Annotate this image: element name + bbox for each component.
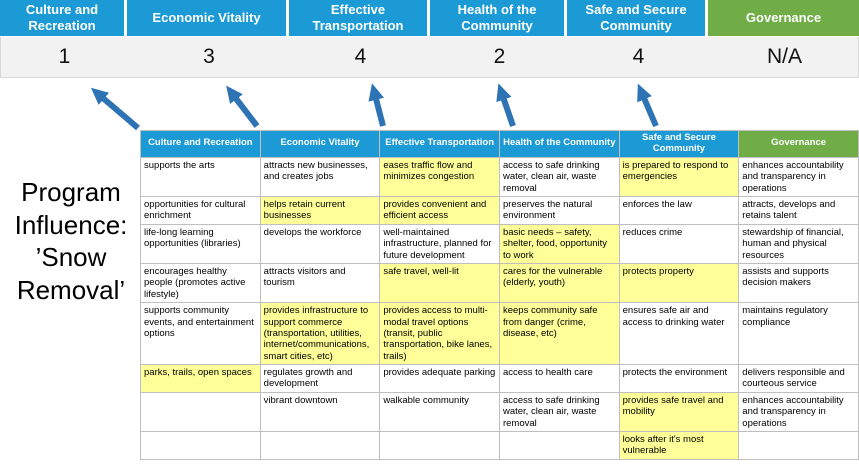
matrix-cell: delivers responsible and courteous servi… xyxy=(738,364,859,393)
matrix-cell: keeps community safe from danger (crime,… xyxy=(498,302,620,366)
matrix-cell: supports community events, and entertain… xyxy=(140,302,261,366)
matrix-cell: preserves the natural environment xyxy=(498,196,620,225)
matrix-cell: ensures safe air and access to drinking … xyxy=(618,302,740,366)
matrix-row: encourages healthy people (promotes acti… xyxy=(140,262,859,304)
matrix-row: looks after it's most vulnerable xyxy=(140,431,859,460)
matrix-cell: walkable community xyxy=(379,391,500,433)
program-title: Program Influence: ’Snow Removal’ xyxy=(14,177,128,305)
pillar-header-label: Health of the Community xyxy=(457,2,537,33)
pillar-score: 4 xyxy=(354,45,367,68)
matrix-cell: provides adequate parking xyxy=(379,364,500,393)
matrix-cell xyxy=(140,391,261,433)
influence-matrix: Culture and Recreation Economic Vitality E… xyxy=(140,130,859,460)
matrix-cell xyxy=(140,431,261,460)
matrix-cell xyxy=(259,431,381,460)
matrix-column-header: Governance xyxy=(738,130,859,158)
pillar-header: Health of the Community xyxy=(430,0,567,37)
matrix-cell: stewardship of financial, human and phys… xyxy=(738,223,859,264)
up-arrow-icon xyxy=(637,83,659,128)
pillar-score: 2 xyxy=(493,45,506,68)
matrix-cell: enhances accountability and transparency… xyxy=(738,156,859,198)
matrix-cell: access to safe drinking water, clean air… xyxy=(498,156,620,198)
up-arrow-icon xyxy=(90,87,140,131)
matrix-column-header: Health of the Community xyxy=(498,130,620,158)
matrix-cell: helps retain current businesses xyxy=(259,196,381,225)
matrix-cell: encourages healthy people (promotes acti… xyxy=(140,262,261,304)
matrix-cell xyxy=(379,431,500,460)
matrix-cell: regulates growth and development xyxy=(259,364,381,393)
matrix-cell: access to safe drinking water, clean air… xyxy=(498,391,620,433)
matrix-cell xyxy=(498,431,620,460)
matrix-cell: attracts visitors and tourism xyxy=(259,262,381,304)
matrix-cell: eases traffic flow and minimizes congest… xyxy=(379,156,500,198)
pillar-score: N/A xyxy=(766,45,802,68)
matrix-cell: access to health care xyxy=(498,364,620,393)
matrix-cell: attracts, develops and retains talent xyxy=(738,196,859,225)
matrix-row: opportunities for cultural enrichment hel… xyxy=(140,196,859,225)
pillar-score: 1 xyxy=(58,45,71,68)
matrix-cell: reduces crime xyxy=(618,223,740,264)
matrix-column-header: Economic Vitality xyxy=(259,130,381,158)
matrix-header-row: Culture and Recreation Economic Vitality E… xyxy=(140,130,859,158)
matrix-body: supports the arts attracts new businesses… xyxy=(140,156,859,460)
matrix-cell: provides convenient and efficient access xyxy=(379,196,500,225)
pillar-header: Governance xyxy=(708,0,859,37)
pillar-header-row: Culture and Recreation Economic Vitality E… xyxy=(0,0,859,37)
matrix-cell: cares for the vulnerable (elderly, youth… xyxy=(498,262,620,304)
matrix-row: supports community events, and entertain… xyxy=(140,302,859,366)
up-arrow-icon xyxy=(226,85,260,128)
matrix-cell: protects the environment xyxy=(618,364,740,393)
matrix-cell: life-long learning opportunities (librar… xyxy=(140,223,261,264)
matrix-cell xyxy=(738,431,859,460)
matrix-cell: well-maintained infrastructure, planned … xyxy=(379,223,500,264)
pillar-score: 3 xyxy=(203,45,215,68)
matrix-cell: supports the arts xyxy=(140,156,261,198)
matrix-cell: assists and supports decision makers xyxy=(738,262,859,304)
pillar-header: Economic Vitality xyxy=(127,0,289,37)
matrix-column-header: Effective Transportation xyxy=(379,130,500,158)
matrix-cell: safe travel, well-lit xyxy=(379,262,500,304)
pillar-header-label: Safe and Secure Community xyxy=(585,2,687,33)
up-arrow-icon xyxy=(368,83,386,127)
matrix-cell: develops the workforce xyxy=(259,223,381,264)
matrix-column-header: Safe and Secure Community xyxy=(618,130,740,158)
matrix-cell: is prepared to respond to emergencies xyxy=(618,156,740,198)
score-row: 1 3 4 2 4 N/A xyxy=(0,37,859,78)
matrix-cell: protects property xyxy=(618,262,740,304)
pillar-header: Safe and Secure Community xyxy=(567,0,708,37)
matrix-row: vibrant downtown walkable community access… xyxy=(140,391,859,433)
pillar-header-label: Effective Transportation xyxy=(312,2,404,33)
matrix-cell: provides safe travel and mobility xyxy=(618,391,740,433)
matrix-cell: basic needs – safety, shelter, food, opp… xyxy=(498,223,620,264)
matrix-cell: opportunities for cultural enrichment xyxy=(140,196,261,225)
matrix-cell: enforces the law xyxy=(618,196,740,225)
matrix-cell: parks, trails, open spaces xyxy=(140,364,261,393)
up-arrow-icon xyxy=(496,83,516,127)
pillar-header-label: Economic Vitality xyxy=(152,10,261,26)
pillar-header: Effective Transportation xyxy=(289,0,430,37)
matrix-cell: enhances accountability and transparency… xyxy=(738,391,859,433)
matrix-row: parks, trails, open spaces regulates grow… xyxy=(140,364,859,393)
matrix-cell: maintains regulatory compliance xyxy=(738,302,859,366)
matrix-row: supports the arts attracts new businesses… xyxy=(140,156,859,198)
matrix-cell: vibrant downtown xyxy=(259,391,381,433)
matrix-column-header: Culture and Recreation xyxy=(140,130,261,158)
matrix-cell: attracts new businesses, and creates job… xyxy=(259,156,381,198)
pillar-score: 4 xyxy=(632,45,645,68)
pillar-header-label: Culture and Recreation xyxy=(25,2,99,33)
matrix-cell: provides access to multi-modal travel op… xyxy=(379,302,500,366)
matrix-cell: looks after it's most vulnerable xyxy=(618,431,740,460)
score-arrows xyxy=(90,83,659,131)
pillar-header: Culture and Recreation xyxy=(0,0,127,37)
matrix-row: life-long learning opportunities (librar… xyxy=(140,223,859,264)
matrix-cell: provides infrastructure to support comme… xyxy=(259,302,381,366)
pillar-header-label: Governance xyxy=(745,10,822,26)
